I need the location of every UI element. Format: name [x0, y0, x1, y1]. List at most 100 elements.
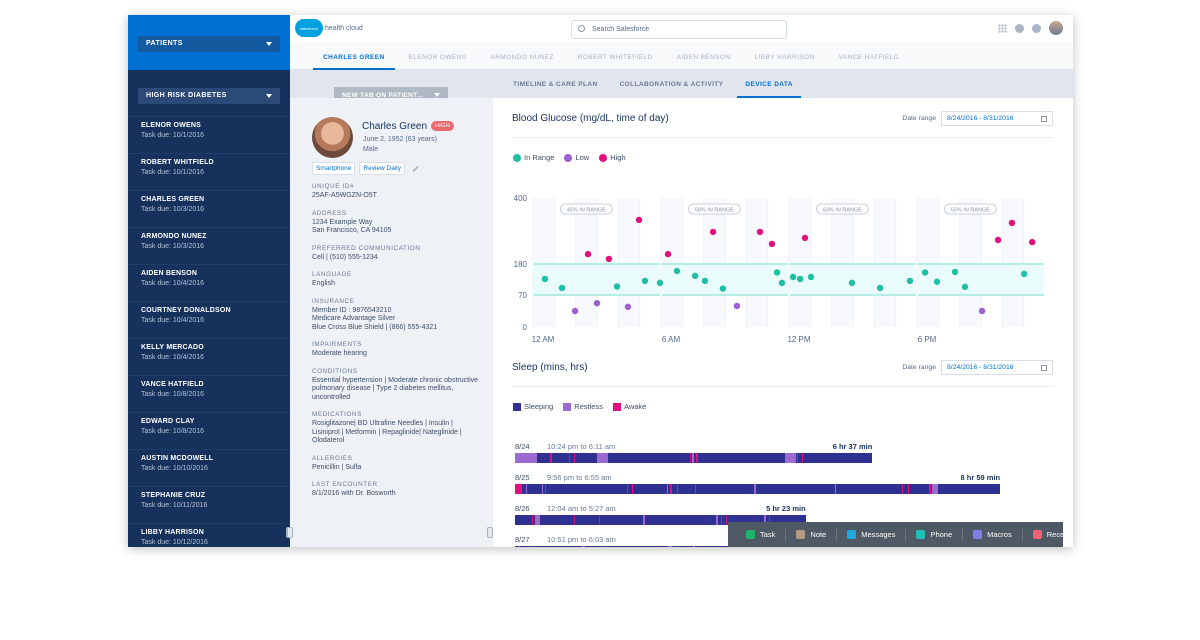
patient-tab[interactable]: VANCE HATFIELD: [838, 54, 899, 61]
utility-messages-button[interactable]: Messages: [837, 528, 907, 541]
sidebar-resize-handle[interactable]: [287, 527, 293, 538]
sleep-segment-awake: [695, 453, 698, 463]
glucose-date-range-input[interactable]: 8/24/2016 - 8/31/2016: [941, 111, 1053, 126]
divider: [512, 137, 1053, 138]
glucose-point: [994, 236, 1002, 244]
utility-label: Recent: [1046, 530, 1071, 539]
patient-tab[interactable]: ARMONDO NUNEZ: [490, 54, 554, 61]
task-due: Task due: 10/8/2016: [141, 391, 205, 398]
field-value: Cell | (510) 555-1234: [312, 253, 378, 261]
patient-list-item[interactable]: EDWARD CLAY Task due: 10/8/2016: [128, 412, 290, 449]
glucose-point: [656, 279, 664, 287]
record-tab[interactable]: DEVICE DATA: [737, 70, 801, 98]
patient-list-item[interactable]: COURTNEY DONALDSON Task due: 10/4/2016: [128, 301, 290, 338]
range-badge: [815, 203, 869, 215]
search-input[interactable]: Search Salesforce: [571, 20, 787, 39]
glucose-point: [641, 277, 649, 285]
sleep-segment-awake: [721, 515, 723, 525]
patient-tab[interactable]: CHARLES GREEN: [313, 42, 395, 70]
field-value: English: [312, 280, 335, 287]
patient-list-item[interactable]: VANCE HATFIELD Task due: 10/8/2016: [128, 375, 290, 412]
utility-task-button[interactable]: Task: [736, 528, 787, 541]
legend-awake: Awake: [612, 402, 646, 411]
utility-recent-button[interactable]: Recent: [1023, 528, 1073, 541]
sleep-date-range-input[interactable]: 8/24/2016 - 8/31/2016: [941, 360, 1053, 375]
edit-icon[interactable]: [412, 165, 419, 172]
patient-list-item[interactable]: STEPHANIE CRUZ Task due: 10/11/2016: [128, 486, 290, 523]
utility-label: Phone: [930, 530, 953, 539]
sleep-segment-awake: [515, 484, 523, 494]
sleep-segment-restless: [715, 515, 719, 525]
glucose-point: [719, 285, 727, 292]
legend-label: Restless: [574, 402, 603, 411]
sleep-time-range: 12:04 am to 5:27 am: [547, 504, 616, 513]
user-avatar[interactable]: [1049, 21, 1063, 35]
sleep-row: 8/25 9:56 pm to 6:55 am 8 hr 59 min: [515, 473, 1073, 504]
patient-tab[interactable]: AIDEN BENSON: [676, 54, 731, 61]
help-icon[interactable]: [1015, 23, 1024, 33]
sleep-date: 8/26: [515, 504, 530, 513]
chevron-down-icon: [266, 42, 272, 46]
patient-name-text: Charles Green: [362, 121, 428, 132]
glucose-point: [773, 269, 781, 276]
new-tab-label: NEW TAB ON PATIENT...: [342, 92, 424, 99]
sleep-segment-restless: [931, 484, 938, 494]
utility-label: Messages: [861, 530, 896, 539]
range-badge-label: 58% IN RANGE: [695, 208, 734, 214]
task-due: Task due: 10/11/2016: [141, 502, 208, 509]
sleep-segment-restless: [835, 484, 837, 494]
patient-list-item[interactable]: KELLY MERCADO Task due: 10/4/2016: [128, 338, 290, 375]
sleep-title: Sleep (mins, hrs): [512, 362, 588, 373]
patient-list-item[interactable]: ELENOR OWENS Task due: 10/1/2016: [128, 116, 290, 153]
utility-macros-button[interactable]: Macros: [963, 528, 1023, 541]
task-due: Task due: 10/10/2016: [141, 465, 208, 472]
patient-list-item[interactable]: LIBBY HARRISON Task due: 10/12/2016: [128, 523, 290, 547]
patient-list-item[interactable]: AUSTIN MCDOWELL Task due: 10/10/2016: [128, 449, 290, 486]
utility-bar: Task Note Messages Phone Macros Recent: [728, 522, 1071, 547]
sleep-segment-awake: [695, 484, 696, 494]
patient-list-item[interactable]: AIDEN BENSON Task due: 10/4/2016: [128, 264, 290, 301]
app-launcher-icon[interactable]: [998, 23, 1007, 33]
sleep-bar: [515, 546, 904, 547]
resize-handle[interactable]: [487, 527, 493, 538]
range-badge: [687, 203, 741, 215]
glucose-point: [571, 307, 579, 315]
sleep-segment-awake: [768, 515, 770, 525]
sleep-segment-awake: [902, 484, 903, 494]
field-value: Moderate hearing: [312, 350, 367, 357]
glucose-point: [664, 250, 672, 258]
lightning-icon: [973, 530, 983, 539]
patient-tab[interactable]: LIBBY HARRISON: [754, 54, 815, 61]
utility-label: Task: [760, 530, 776, 539]
record-tab[interactable]: COLLABORATION & ACTIVITY: [619, 81, 724, 88]
patient-dob: June 2, 1952 (63 years): [363, 136, 437, 143]
field-label: INSURANCE: [312, 297, 355, 305]
glucose-point: [778, 279, 786, 287]
gear-icon[interactable]: [1032, 23, 1041, 33]
patient-tab[interactable]: ELENOR OWENS: [408, 54, 467, 61]
patient-tab[interactable]: ROBERT WHITEFIELD: [577, 54, 653, 61]
field-label: ADDRESS: [312, 209, 347, 217]
phone-icon: [916, 530, 926, 539]
patient-list-item[interactable]: CHARLES GREEN Task due: 10/3/2016: [128, 190, 290, 227]
patient-list-item[interactable]: ROBERT WHITFIELD Task due: 10/1/2016: [128, 153, 290, 190]
sleep-segment-awake: [929, 484, 931, 494]
patient-name: AUSTIN MCDOWELL: [141, 455, 214, 462]
patient-list-item[interactable]: ARMONDO NUNEZ Task due: 10/3/2016: [128, 227, 290, 264]
sleep-time-range: 9:56 pm to 6:55 am: [547, 473, 612, 482]
glucose-point: [961, 283, 969, 291]
grid-column: [746, 198, 768, 327]
filter-select[interactable]: HIGH RISK DIABETES: [138, 88, 280, 104]
glucose-point: [701, 277, 709, 285]
glucose-point: [558, 284, 566, 292]
device-pill[interactable]: Smartphone: [312, 162, 356, 175]
glucose-point: [613, 283, 621, 290]
restless-swatch-icon: [563, 402, 572, 411]
risk-badge: HIGH: [431, 121, 454, 131]
frequency-pill[interactable]: Review Daily: [359, 162, 405, 175]
record-tab[interactable]: TIMELINE & CARE PLAN: [513, 81, 598, 88]
search-placeholder: Search Salesforce: [592, 26, 650, 33]
utility-phone-button[interactable]: Phone: [906, 528, 964, 541]
patients-select[interactable]: PATIENTS: [138, 36, 280, 52]
utility-note-button[interactable]: Note: [786, 528, 838, 541]
